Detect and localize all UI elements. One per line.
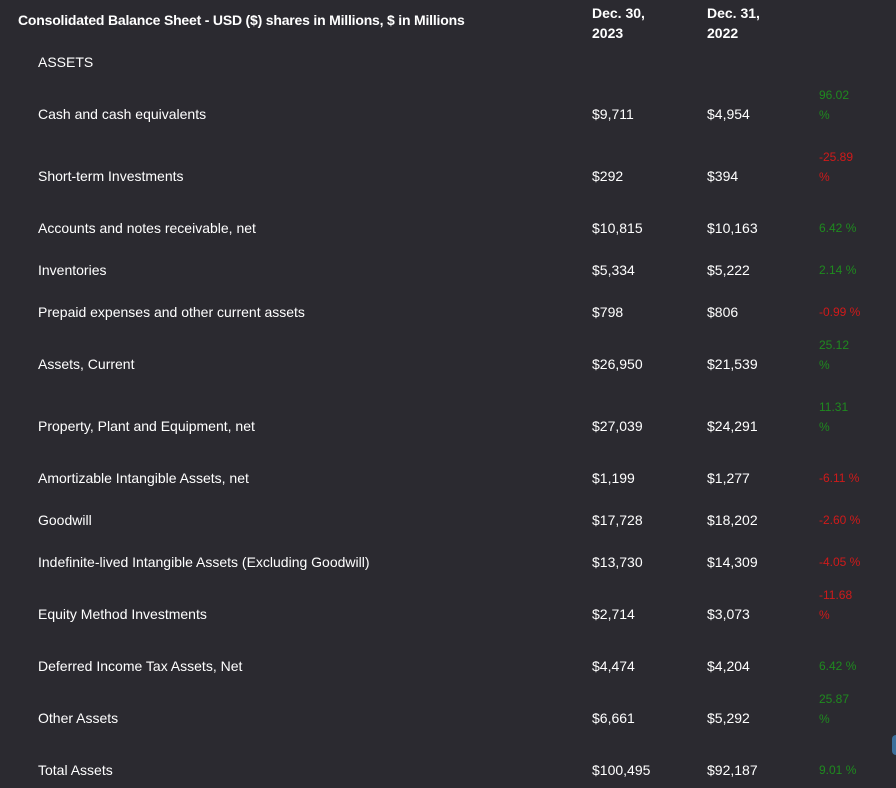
column-header-2022-line2: 2022	[707, 25, 739, 41]
row-label: Property, Plant and Equipment, net	[38, 418, 255, 434]
table-row: Indefinite-lived Intangible Assets (Excl…	[0, 552, 896, 572]
section-label-assets: ASSETS	[38, 54, 94, 70]
row-change-percent: 11.31 %	[819, 400, 849, 434]
row-value-2023: $13,730	[592, 554, 643, 570]
row-value-2023: $27,039	[592, 418, 643, 434]
column-header-2022: Dec. 31, 2022	[707, 3, 760, 43]
row-change-percent: -11.68 %	[819, 588, 853, 622]
row-value-2022: $10,163	[707, 220, 758, 236]
row-label: Inventories	[38, 262, 107, 278]
row-change-percent: -4.05 %	[819, 555, 861, 569]
row-label: Indefinite-lived Intangible Assets (Excl…	[38, 554, 370, 570]
column-header-2023-line2: 2023	[592, 25, 624, 41]
column-header-2023: Dec. 30, 2023	[592, 3, 645, 43]
table-row: Equity Method Investments $2,714 $3,073 -11…	[0, 588, 896, 624]
row-label: Deferred Income Tax Assets, Net	[38, 658, 243, 674]
row-value-2023: $798	[592, 304, 624, 320]
row-change-percent: 6.42 %	[819, 221, 857, 235]
row-value-2022: $24,291	[707, 418, 758, 434]
row-label: Assets, Current	[38, 356, 135, 372]
row-label: Cash and cash equivalents	[38, 106, 207, 122]
row-value-2023: $17,728	[592, 512, 643, 528]
row-value-2022: $14,309	[707, 554, 758, 570]
column-header-2022-line1: Dec. 31,	[707, 5, 760, 21]
row-value-2023: $26,950	[592, 356, 643, 372]
row-value-2023: $1,199	[592, 470, 635, 486]
row-change-percent: 96.02 %	[819, 88, 850, 122]
row-value-2023: $5,334	[592, 262, 635, 278]
row-change-percent: 9.01 %	[819, 763, 857, 777]
row-change-percent: 2.14 %	[819, 263, 857, 277]
table-row: Total Assets $100,495 $92,187 9.01 %	[0, 760, 896, 780]
table-row: Other Assets $6,661 $5,292 25.87 %	[0, 692, 896, 728]
scroll-edge-indicator[interactable]	[892, 735, 896, 755]
table-row: Accounts and notes receivable, net $10,81…	[0, 218, 896, 238]
row-value-2022: $4,204	[707, 658, 750, 674]
row-value-2023: $292	[592, 168, 624, 184]
table-row: Goodwill $17,728 $18,202 -2.60 %	[0, 510, 896, 530]
row-change-percent: -25.89 %	[819, 150, 854, 184]
table-row: Property, Plant and Equipment, net $27,03…	[0, 400, 896, 436]
table-row: Assets, Current $26,950 $21,539 25.12 %	[0, 338, 896, 374]
table-row: Amortizable Intangible Assets, net $1,199…	[0, 468, 896, 488]
row-label: Total Assets	[38, 762, 113, 778]
row-value-2022: $18,202	[707, 512, 758, 528]
row-value-2023: $100,495	[592, 762, 651, 778]
row-change-percent: -2.60 %	[819, 513, 861, 527]
row-change-percent: -6.11 %	[819, 471, 860, 485]
row-value-2022: $92,187	[707, 762, 758, 778]
column-header-2023-line1: Dec. 30,	[592, 5, 645, 21]
row-label: Goodwill	[38, 512, 92, 528]
table-row: Short-term Investments $292 $394 -25.89 %	[0, 150, 896, 186]
row-value-2023: $9,711	[592, 106, 634, 122]
row-change-percent: 6.42 %	[819, 659, 857, 673]
row-label: Amortizable Intangible Assets, net	[38, 470, 249, 486]
row-label: Prepaid expenses and other current asset…	[38, 304, 305, 320]
row-value-2022: $806	[707, 304, 739, 320]
row-change-percent: 25.87 %	[819, 692, 850, 726]
row-value-2022: $1,277	[707, 470, 750, 486]
table-row: Prepaid expenses and other current asset…	[0, 302, 896, 322]
row-value-2022: $5,222	[707, 262, 750, 278]
table-row: Cash and cash equivalents $9,711 $4,954 96.…	[0, 88, 896, 124]
row-label: Short-term Investments	[38, 168, 184, 184]
row-value-2023: $2,714	[592, 606, 635, 622]
row-change-percent: -0.99 %	[819, 305, 861, 319]
row-value-2022: $394	[707, 168, 739, 184]
row-value-2023: $10,815	[592, 220, 643, 236]
row-value-2022: $3,073	[707, 606, 750, 622]
row-value-2022: $5,292	[707, 710, 750, 726]
row-label: Other Assets	[38, 710, 119, 726]
row-value-2022: $4,954	[707, 106, 750, 122]
row-label: Accounts and notes receivable, net	[38, 220, 256, 236]
row-value-2023: $4,474	[592, 658, 635, 674]
row-value-2022: $21,539	[707, 356, 758, 372]
header-title: Consolidated Balance Sheet - USD ($) sha…	[18, 12, 465, 28]
row-label: Equity Method Investments	[38, 606, 207, 622]
table-row: Inventories $5,334 $5,222 2.14 %	[0, 260, 896, 280]
row-value-2023: $6,661	[592, 710, 635, 726]
table-row: Deferred Income Tax Assets, Net $4,474 $4,…	[0, 656, 896, 676]
row-change-percent: 25.12 %	[819, 338, 850, 372]
